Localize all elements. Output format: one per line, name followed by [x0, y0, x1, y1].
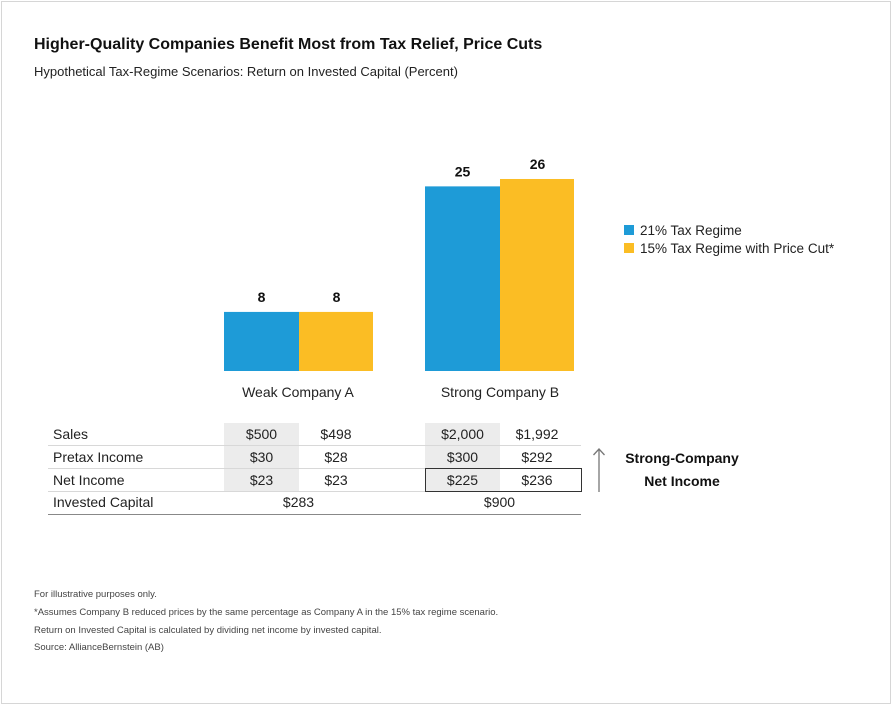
bar-weak-21 [224, 311, 299, 371]
table-bottom-rule [48, 514, 581, 515]
legend: 21% Tax Regime 15% Tax Regime with Price… [624, 221, 834, 257]
legend-label-21: 21% Tax Regime [640, 222, 742, 238]
cell-sales-b15: $1,992 [515, 426, 559, 442]
shade-a21 [224, 423, 299, 491]
data-label-strong-21: 25 [455, 163, 471, 179]
legend-item-15: 15% Tax Regime with Price Cut* [624, 239, 834, 257]
row-label-capital: Invested Capital [53, 494, 154, 510]
cell-pretax-b15: $292 [521, 449, 553, 465]
cell-sales-a21: $500 [245, 426, 278, 442]
up-arrow-icon [593, 448, 605, 492]
cell-capital-b: $900 [483, 494, 516, 510]
category-label-weak: Weak Company A [242, 384, 354, 400]
data-label-weak-15: 8 [333, 289, 341, 305]
bar-weak-15 [299, 311, 373, 371]
cell-sales-a15: $498 [320, 426, 352, 442]
legend-swatch-21 [624, 225, 634, 235]
cell-net-a15: $23 [324, 472, 348, 488]
shade-b21 [425, 423, 500, 491]
data-label-weak-21: 8 [258, 289, 266, 305]
net-income-highlight-box [425, 468, 582, 492]
row-divider [48, 491, 581, 492]
bar-strong-15 [500, 178, 574, 371]
data-label-strong-15: 26 [530, 156, 546, 172]
annotation-line2: Net Income [644, 473, 720, 489]
chart-title: Higher-Quality Companies Benefit Most fr… [34, 36, 543, 53]
category-label-strong: Strong Company B [440, 384, 560, 400]
cell-pretax-a15: $28 [324, 449, 348, 465]
legend-label-15: 15% Tax Regime with Price Cut* [640, 240, 835, 256]
footnote-assumption: *Assumes Company B reduced prices by the… [34, 607, 499, 618]
row-label-pretax: Pretax Income [53, 449, 144, 465]
footnote-roic: Return on Invested Capital is calculated… [34, 625, 382, 636]
cell-sales-b21: $2,000 [441, 426, 484, 442]
legend-swatch-15 [624, 243, 634, 253]
row-divider [48, 468, 581, 469]
cell-net-b15: $236 [521, 472, 553, 488]
cell-net-b21: $225 [446, 472, 479, 488]
bar-strong-21 [425, 186, 500, 371]
chart-subtitle: Hypothetical Tax-Regime Scenarios: Retur… [34, 64, 458, 79]
row-label-net: Net Income [53, 472, 125, 488]
row-label-sales: Sales [53, 426, 89, 442]
legend-item-21: 21% Tax Regime [624, 221, 834, 239]
footnote-source: Source: AllianceBernstein (AB) [34, 642, 164, 653]
cell-pretax-b21: $300 [446, 449, 479, 465]
row-divider [48, 445, 581, 446]
cell-net-a21: $23 [249, 472, 274, 488]
annotation-line1: Strong-Company [625, 450, 739, 466]
cell-pretax-a21: $30 [249, 449, 274, 465]
footnote-illustrative: For illustrative purposes only. [34, 589, 157, 600]
cell-capital-a: $283 [282, 494, 315, 510]
